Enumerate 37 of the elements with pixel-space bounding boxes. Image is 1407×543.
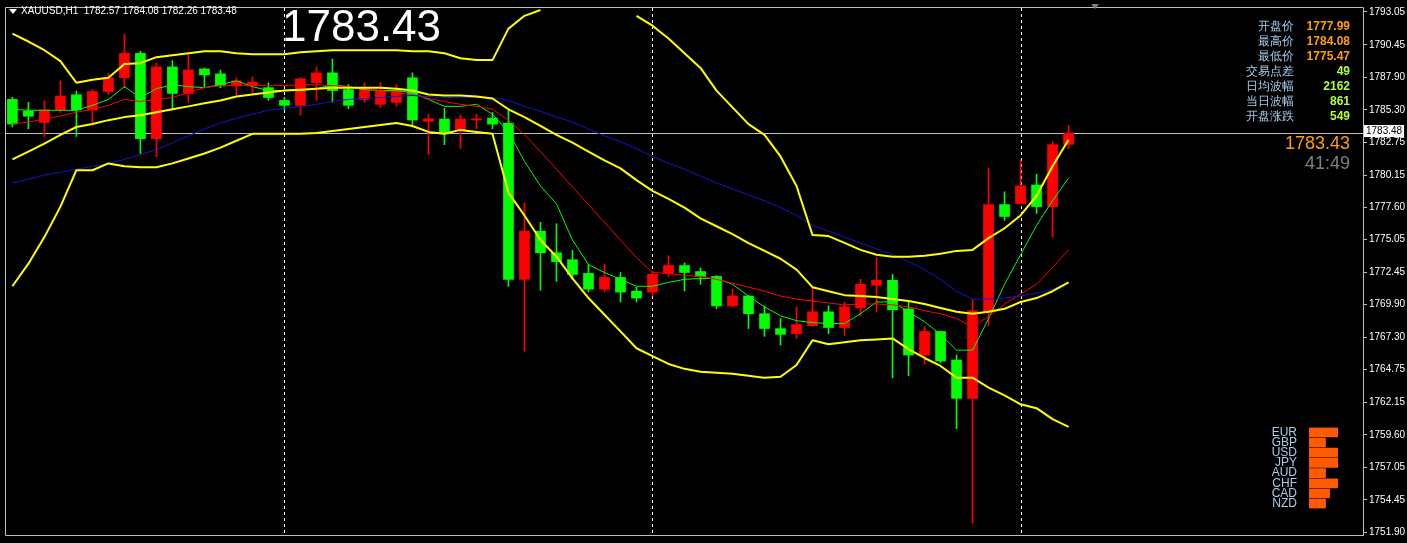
- text: 2162: [1323, 79, 1350, 94]
- annotation: 1783.43: [282, 1, 442, 50]
- text: 开盘涨跌: [1246, 109, 1294, 124]
- text: 1775.47: [1306, 49, 1350, 64]
- y-tick-label: 1777.60: [1369, 201, 1406, 213]
- y-tick-label: 1767.30: [1369, 331, 1406, 343]
- y-tick-label: 1751.90: [1369, 525, 1406, 537]
- y-tick-label: 1764.75: [1369, 363, 1406, 375]
- text: 1784.08: [1306, 34, 1350, 49]
- y-tick-label: 1790.45: [1369, 38, 1406, 50]
- y-tick-label: 1757.05: [1369, 460, 1406, 472]
- y-tick-label: 1754.45: [1369, 493, 1406, 505]
- y-tick-label: 1762.15: [1369, 396, 1406, 408]
- y-tick-label: 1785.30: [1369, 103, 1406, 115]
- y-tick-label: NZD: [1272, 496, 1298, 511]
- y-tick-label: 1787.90: [1369, 70, 1406, 82]
- text: 861: [1329, 94, 1350, 109]
- text: 最低价: [1258, 49, 1294, 64]
- y-tick-label: 1775.05: [1369, 233, 1406, 245]
- text: 1783.43: [1284, 133, 1350, 153]
- text: 1777.99: [1306, 19, 1350, 34]
- text: 最高价: [1258, 34, 1294, 49]
- y-tick-label: 1780.15: [1369, 168, 1406, 180]
- text: 当日波幅: [1246, 94, 1294, 109]
- y-tick-label: 1772.45: [1369, 266, 1406, 278]
- y-tick-label: 1782.75: [1369, 135, 1406, 147]
- text: 开盘价: [1258, 19, 1294, 34]
- y-tick-label: 1769.90: [1369, 298, 1406, 310]
- y-tick-label: 1793.05: [1369, 5, 1406, 17]
- text: 41:49: [1304, 153, 1350, 173]
- text: 549: [1329, 109, 1350, 124]
- ref-line-label: 1783.48: [1364, 125, 1405, 138]
- text: 交易点差: [1246, 64, 1294, 79]
- chart-title: XAUUSD,H1 1782.57 1784.08 1782.26 1783.48: [21, 5, 237, 17]
- text: 49: [1336, 64, 1350, 79]
- text: 日均波幅: [1246, 79, 1294, 94]
- y-tick-label: 1759.60: [1369, 428, 1406, 440]
